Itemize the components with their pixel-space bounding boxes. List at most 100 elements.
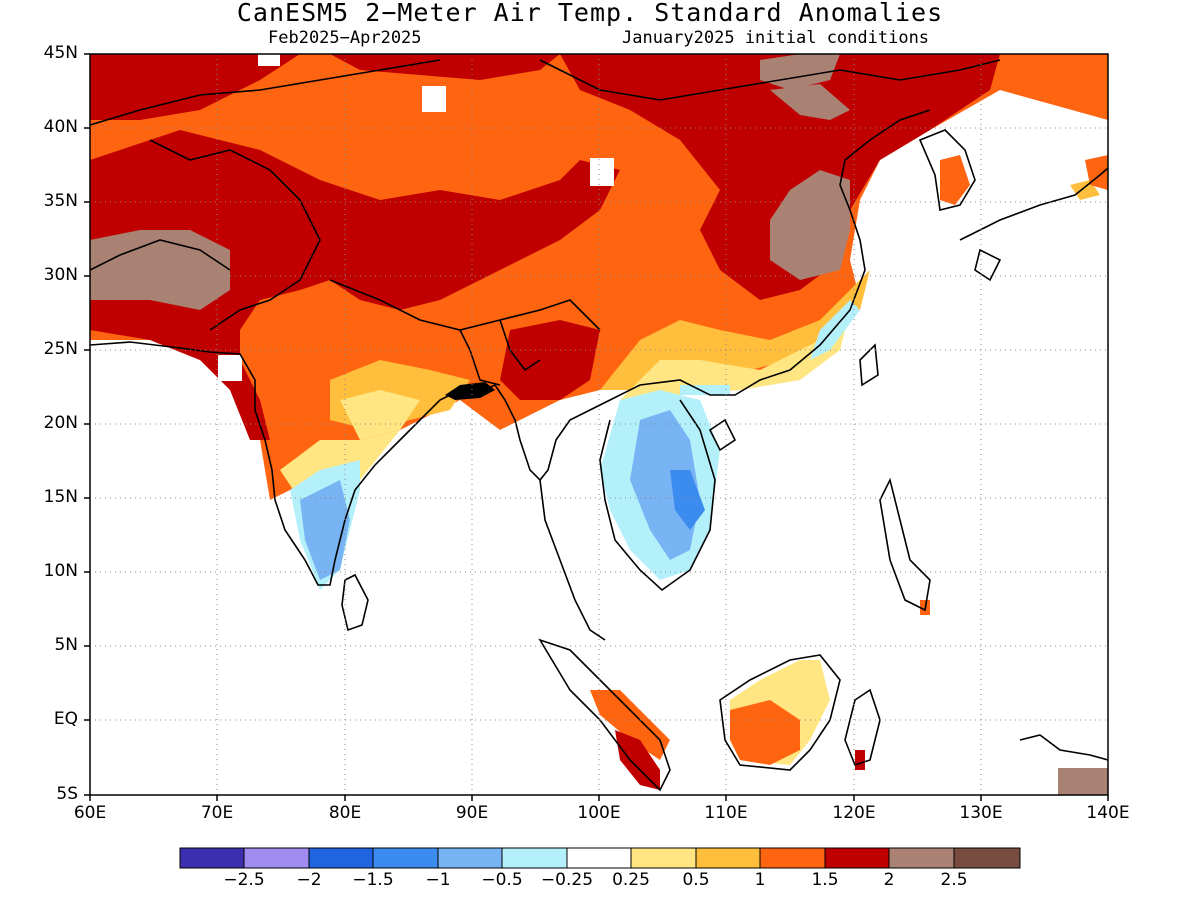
lon-label: 90E xyxy=(455,803,489,823)
colorbar-label: −2.5 xyxy=(223,870,265,890)
lon-label: 130E xyxy=(959,803,1003,823)
colorbar-swatch-2 xyxy=(243,847,310,869)
coastline-10 xyxy=(859,343,879,387)
colorbar-label: 1.5 xyxy=(811,870,839,890)
anomaly-region-27 xyxy=(615,730,660,790)
lon-label: 80E xyxy=(328,803,362,823)
anomaly-region-3 xyxy=(620,310,850,400)
anomaly-region-33 xyxy=(422,86,446,112)
lon-label: 140E xyxy=(1086,803,1130,823)
coastline-13 xyxy=(974,248,1002,282)
coastline-3 xyxy=(599,399,716,592)
lon-label: 120E xyxy=(832,803,876,823)
anomaly-region-14 xyxy=(760,54,840,90)
coastline-19 xyxy=(499,319,541,372)
anomaly-region-11 xyxy=(330,54,560,80)
coastline-15 xyxy=(90,59,441,126)
coastline-12 xyxy=(959,167,1108,241)
anomaly-field xyxy=(90,54,1108,795)
anomaly-region-35 xyxy=(258,54,280,66)
lon-label: 60E xyxy=(73,803,107,823)
anomaly-region-18 xyxy=(630,410,700,560)
anomaly-region-36 xyxy=(218,355,242,381)
anomaly-region-9 xyxy=(90,54,300,120)
anomaly-region-30 xyxy=(1085,155,1108,190)
colorbar-swatch-6 xyxy=(501,847,568,869)
anomaly-region-28 xyxy=(940,155,970,205)
initial-conditions: January2025 initial conditions xyxy=(622,28,930,48)
coastline-18 xyxy=(459,329,501,386)
anomaly-region-15 xyxy=(770,84,850,120)
colorbar-label: −1 xyxy=(425,870,451,890)
colorbar-swatch-1 xyxy=(179,847,245,869)
colorbar-swatch-9 xyxy=(695,847,761,869)
coastline-7 xyxy=(844,688,881,766)
coastline-4 xyxy=(341,573,369,632)
colorbar-label: −1.5 xyxy=(352,870,394,890)
lat-label: 25N xyxy=(43,339,78,359)
lon-label: 70E xyxy=(200,803,234,823)
lat-label: EQ xyxy=(53,709,78,729)
colorbar-swatch-4 xyxy=(372,847,439,869)
graticule xyxy=(90,54,1108,795)
anomaly-region-19 xyxy=(670,470,705,530)
lat-label: 20N xyxy=(43,413,78,433)
colorbar-label: −0.25 xyxy=(540,870,594,890)
anomaly-region-25 xyxy=(730,700,800,765)
coastline-17 xyxy=(329,279,601,331)
lat-label: 35N xyxy=(43,191,78,211)
anomaly-region-12 xyxy=(90,230,230,310)
figure-title: CanESM5 2−Meter Air Temp. Standard Anoma… xyxy=(236,0,944,27)
anomaly-region-16 xyxy=(1058,768,1108,795)
anomaly-region-26 xyxy=(590,690,670,760)
anomaly-region-10 xyxy=(500,320,600,400)
coastline-16 xyxy=(149,139,321,331)
axis-ticks xyxy=(84,53,1109,801)
lat-label: 10N xyxy=(43,561,78,581)
coastline-1 xyxy=(90,109,931,586)
colorbar-swatch-8 xyxy=(630,847,697,869)
coastline-14 xyxy=(1019,734,1108,761)
anomaly-region-31 xyxy=(855,750,865,770)
colorbar-label: 0.25 xyxy=(612,870,650,890)
forecast-period: Feb2025−Apr2025 xyxy=(268,28,422,48)
anomaly-region-13 xyxy=(770,170,850,280)
colorbar-swatch-12 xyxy=(888,847,955,869)
lat-label: 40N xyxy=(43,117,78,137)
lat-label: 5N xyxy=(54,635,78,655)
colorbar-swatch-11 xyxy=(824,847,890,869)
anomaly-region-8 xyxy=(560,54,1000,300)
lon-label: 110E xyxy=(704,803,748,823)
coastlines xyxy=(90,59,1108,792)
anomaly-region-23 xyxy=(810,300,860,360)
lat-label: 15N xyxy=(43,487,78,507)
lat-label: 30N xyxy=(43,265,78,285)
colorbar-swatch-13 xyxy=(953,847,1021,869)
colorbar-label: −2 xyxy=(296,870,322,890)
colorbar-label: −0.5 xyxy=(481,870,523,890)
colorbar xyxy=(179,847,1021,869)
colorbar-label: 2.5 xyxy=(940,870,968,890)
coastline-22 xyxy=(445,382,495,400)
coastline-20 xyxy=(90,239,231,271)
coastline-2 xyxy=(539,479,606,641)
colorbar-swatch-5 xyxy=(437,847,503,869)
colorbar-label: 0.5 xyxy=(682,870,710,890)
coastline-21 xyxy=(539,59,1001,101)
lat-label: 5S xyxy=(56,784,78,804)
anomaly-region-21 xyxy=(300,480,350,580)
anomaly-region-5 xyxy=(340,390,420,440)
colorbar-swatch-3 xyxy=(308,847,374,869)
coastline-8 xyxy=(879,477,931,612)
anomaly-region-22 xyxy=(680,385,730,395)
coastline-9 xyxy=(708,418,737,452)
colorbar-swatch-7 xyxy=(566,847,632,869)
anomaly-region-34 xyxy=(590,158,614,186)
colorbar-label: 2 xyxy=(883,870,895,890)
lon-label: 100E xyxy=(577,803,621,823)
colorbar-swatch-10 xyxy=(759,847,826,869)
lat-label: 45N xyxy=(43,43,78,63)
coastline-5 xyxy=(538,638,671,792)
